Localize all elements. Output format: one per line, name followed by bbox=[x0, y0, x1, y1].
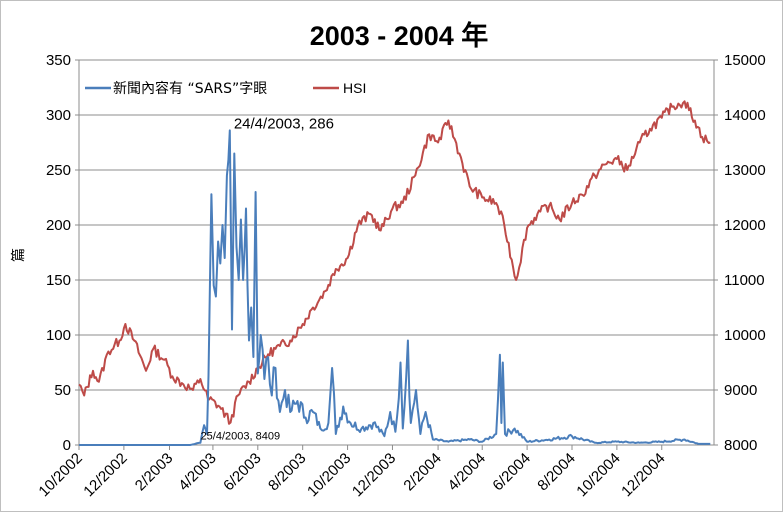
right-y-tick-label: 11000 bbox=[724, 272, 765, 289]
x-tick-label: 10/2003 bbox=[304, 450, 354, 500]
y-gridlines bbox=[79, 114, 714, 391]
right-y-ticks: 8000 9000 10000 11000 12000 13000 14000 15000 bbox=[714, 52, 766, 454]
x-tick-label: 6/2004 bbox=[489, 450, 533, 494]
right-y-tick-label: 8000 bbox=[724, 437, 757, 454]
annotation-hsi-low: 25/4/2003, 8409 bbox=[201, 431, 281, 443]
series-layer bbox=[78, 100, 711, 446]
legend-label-hsi: HSI bbox=[343, 80, 366, 96]
x-tick-label: 12/2003 bbox=[349, 450, 399, 500]
left-y-tick-label: 100 bbox=[46, 327, 71, 344]
x-tick-label: 10/2002 bbox=[35, 450, 85, 500]
y-axis-label: 篇 bbox=[11, 248, 27, 262]
x-tick-label: 8/2004 bbox=[534, 450, 578, 494]
legend-label-sars: 新聞內容有 “SARS”字眼 bbox=[113, 80, 267, 97]
left-y-tick-label: 0 bbox=[63, 437, 71, 454]
left-y-tick-label: 150 bbox=[46, 272, 71, 289]
right-y-tick-label: 15000 bbox=[724, 52, 766, 69]
x-tick-label: 4/2003 bbox=[175, 450, 219, 494]
x-tick-label: 10/2004 bbox=[573, 450, 623, 500]
plot-area bbox=[78, 59, 715, 446]
left-y-tick-label: 50 bbox=[54, 382, 71, 399]
x-tick-label: 4/2004 bbox=[445, 450, 489, 494]
right-y-tick-label: 13000 bbox=[724, 162, 766, 179]
left-y-tick-label: 250 bbox=[46, 162, 71, 179]
right-y-tick-label: 9000 bbox=[724, 382, 757, 399]
x-tick-label: 6/2003 bbox=[220, 450, 264, 494]
right-y-tick-label: 14000 bbox=[724, 107, 766, 124]
left-y-tick-label: 350 bbox=[46, 52, 71, 69]
series-line-sars bbox=[79, 129, 711, 446]
right-y-tick-label: 10000 bbox=[724, 327, 766, 344]
x-tick-label: 8/2003 bbox=[265, 450, 309, 494]
legend: 新聞內容有 “SARS”字眼 HSI bbox=[85, 80, 366, 97]
x-tick-label: 12/2002 bbox=[80, 450, 130, 500]
x-tick-label: 12/2004 bbox=[618, 450, 668, 500]
series-line-hsi bbox=[78, 100, 711, 425]
annotation-layer: 24/4/2003, 286 25/4/2003, 8409 bbox=[201, 115, 334, 442]
annotation-sars-peak: 24/4/2003, 286 bbox=[234, 115, 334, 132]
x-tick-label: 2/2003 bbox=[132, 450, 176, 494]
x-tick-label: 2/2004 bbox=[400, 450, 444, 494]
chart-title: 2003 - 2004 年 bbox=[310, 20, 489, 51]
left-y-tick-label: 200 bbox=[46, 217, 71, 234]
left-y-ticks: 0 50 100 150 200 250 300 350 bbox=[46, 52, 79, 454]
right-y-tick-label: 12000 bbox=[724, 217, 766, 234]
left-y-tick-label: 300 bbox=[46, 107, 71, 124]
